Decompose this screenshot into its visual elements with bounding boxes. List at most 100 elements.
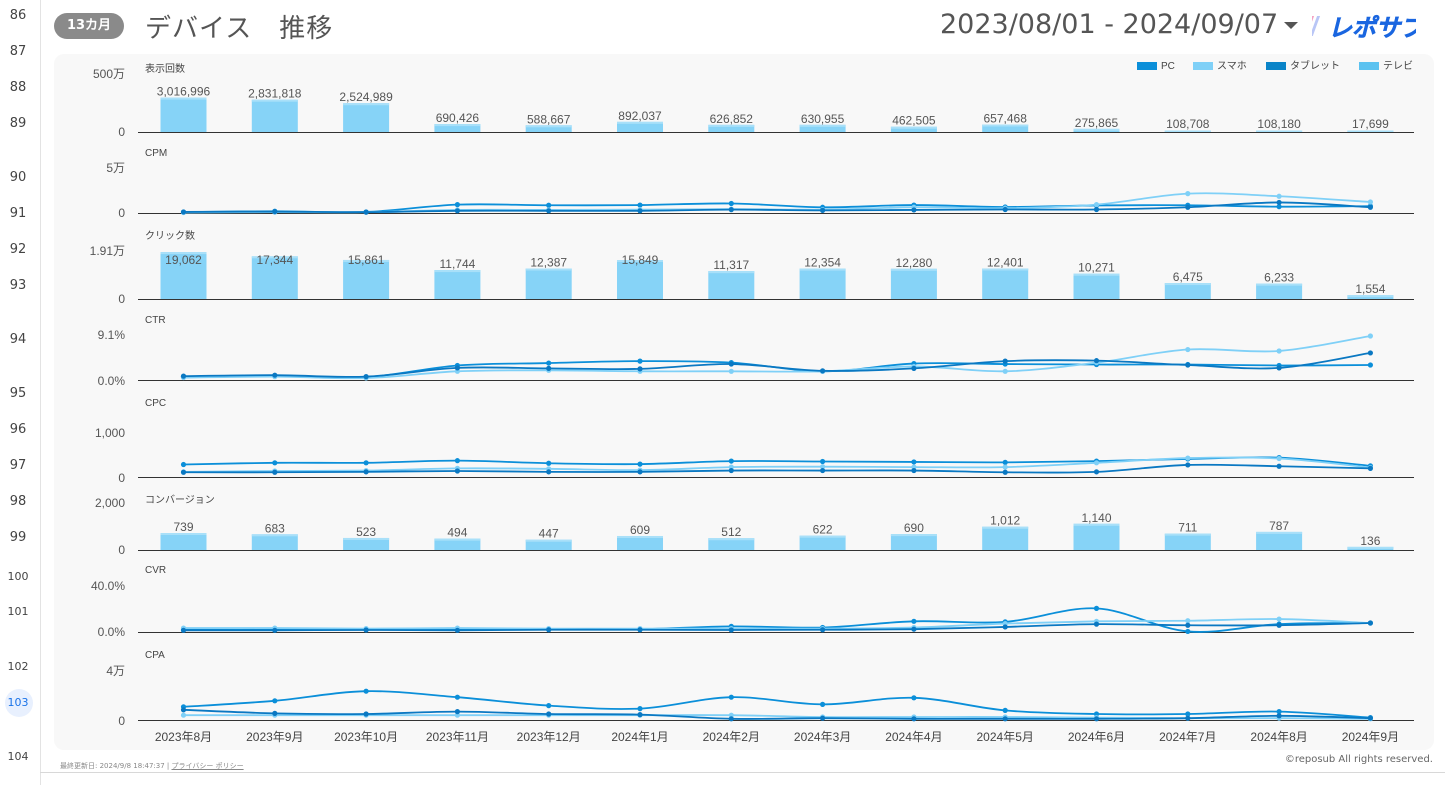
data-label-impressions: 690,426 [436,111,480,125]
data-point-cpa [637,712,643,718]
data-point-cvr [1093,605,1100,611]
reposub-logo: レポサブ [1312,14,1416,42]
row-number[interactable]: 102 [7,660,29,673]
data-label-conversions: 683 [265,521,285,535]
row-number[interactable]: 93 [9,278,27,293]
x-tick-label: 2024年8月 [1250,730,1307,744]
row-number[interactable]: 97 [9,458,27,473]
data-point-cpm [1276,199,1282,206]
data-label-impressions: 630,955 [801,112,845,126]
data-point-cvr [1367,620,1373,626]
series-line-cpm [183,201,1371,214]
data-label-clicks: 11,317 [713,258,749,272]
row-number[interactable]: 86 [9,8,27,23]
bar-clicks [890,268,937,299]
row-number[interactable]: 88 [9,80,27,95]
data-point-cpa [728,694,734,700]
row-number[interactable]: 103 [7,696,29,709]
bar-top-conversions [525,539,572,542]
date-range-selector[interactable]: 2023/08/01 - 2024/09/07 [940,9,1279,40]
legend-swatch [1137,62,1157,70]
x-tick-label: 2024年9月 [1342,730,1399,744]
bar-conversions [799,535,846,550]
row-number[interactable]: 91 [9,206,27,221]
row-number[interactable]: 95 [9,386,27,401]
row-number[interactable]: 89 [9,116,27,131]
row-number[interactable]: 99 [9,530,27,545]
y-max-label-clicks: 1.91万 [90,244,125,258]
svg-text:レポサブ: レポサブ [1328,14,1416,42]
copyright: ©reposub All rights reserved. [1284,754,1433,765]
bar-top-impressions [799,124,846,127]
row-number[interactable]: 101 [7,605,29,618]
bar-top-clicks [890,268,937,271]
data-point-cpc [272,469,278,475]
bar-conversions [525,539,572,550]
x-tick-label: 2024年6月 [1068,730,1125,744]
row-number-gutter [0,0,41,785]
data-point-ctr [1276,348,1282,354]
period-badge[interactable]: 13カ月 [54,13,124,39]
data-point-cvr [1002,624,1008,630]
data-label-clicks: 6,475 [1173,270,1203,284]
panel-label-cpa: CPA [145,650,165,661]
data-point-cpm [1093,202,1100,208]
bar-top-conversions [708,538,755,541]
row-number[interactable]: 100 [7,570,29,583]
data-point-cvr [820,627,826,633]
chevron-down-icon[interactable] [1284,22,1298,29]
data-point-cpm [180,209,187,215]
panel-label-cpm: CPM [145,148,167,159]
data-label-impressions: 657,468 [984,112,1028,126]
row-number[interactable]: 87 [9,44,27,59]
data-point-cpa [363,711,369,717]
row-number[interactable]: 104 [7,750,29,763]
bar-conversions [890,534,937,550]
privacy-policy-link[interactable]: プライバシー ポリシー [171,762,244,770]
bar-conversions [1256,531,1303,550]
data-point-cpa [820,715,826,721]
data-label-conversions: 512 [721,525,741,539]
data-point-cvr [180,627,187,633]
y-max-label-impressions: 500万 [93,67,125,81]
data-point-cpa [728,716,734,722]
legend-swatch [1193,62,1213,70]
data-point-cpa [546,711,552,717]
y-max-label-cpc: 1,000 [95,426,125,440]
data-point-cvr [728,627,734,633]
data-point-cvr [363,627,369,633]
y-max-label-ctr: 9.1% [98,328,126,342]
data-point-cpm [1367,204,1373,210]
bar-clicks [799,268,846,299]
bar-impressions [434,124,481,132]
data-label-clicks: 12,354 [804,256,841,270]
data-point-ctr [637,366,643,372]
panel-label-impressions: 表示回数 [145,62,185,75]
y-max-label-cpa: 4万 [106,664,125,678]
data-point-cpc [1276,455,1282,462]
data-point-cpm [546,208,552,214]
bar-top-conversions [434,538,481,541]
data-point-cvr [454,627,460,633]
bar-conversions [251,534,298,550]
row-number[interactable]: 94 [9,332,27,347]
row-number[interactable]: 96 [9,422,27,437]
data-label-clicks: 12,401 [987,255,1024,269]
data-point-ctr [1276,365,1282,371]
data-point-cvr [637,627,643,633]
data-label-conversions: 609 [630,523,650,537]
row-number[interactable]: 92 [9,242,27,257]
data-point-cpa [728,712,734,718]
series-line-cpc [183,463,1371,474]
bar-clicks [343,259,390,299]
row-number[interactable]: 90 [9,170,27,185]
data-point-cpm [728,207,734,213]
data-point-cpc [546,460,552,466]
x-tick-label: 2023年11月 [426,730,489,744]
bar-impressions [617,121,663,132]
y-max-label-conversions: 2,000 [95,496,125,510]
bar-impressions [251,99,298,132]
selected-row-highlight [5,689,33,717]
data-point-cpc [1093,460,1100,466]
row-number[interactable]: 98 [9,494,27,509]
